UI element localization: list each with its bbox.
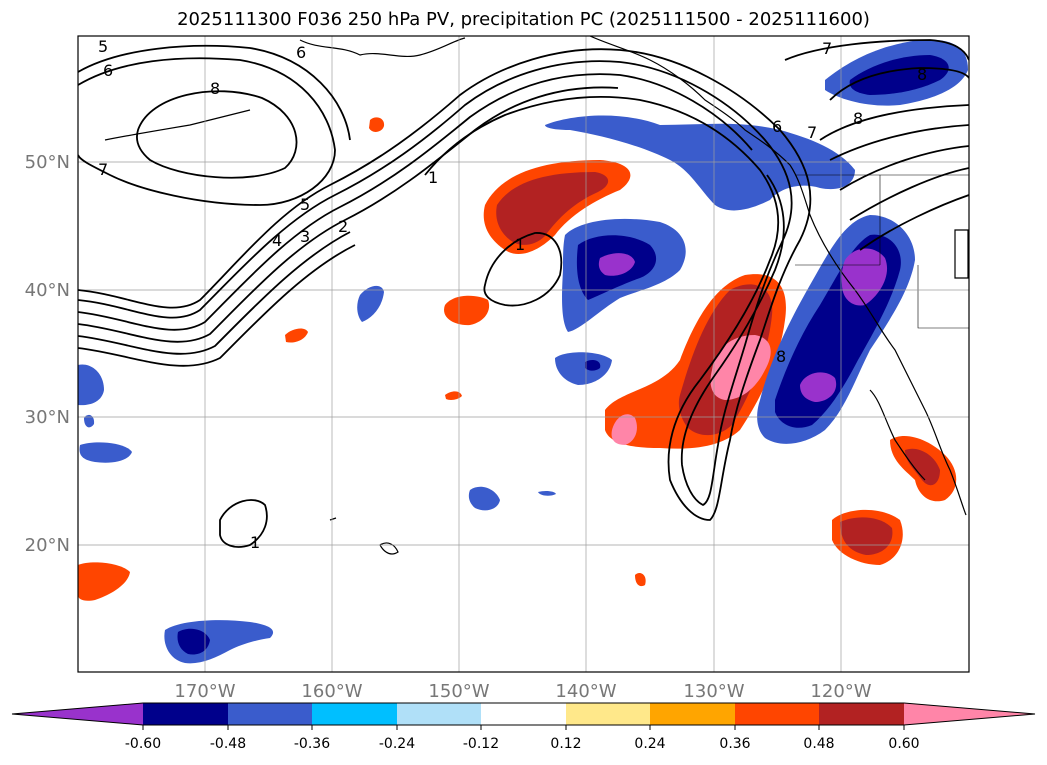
contour-label: 7 — [98, 160, 108, 179]
colorbar: -0.60 -0.48 -0.36 -0.24 -0.12 0.12 0.24 … — [11, 702, 1036, 752]
colorbar-segment — [819, 703, 904, 725]
lat-label: 40°N — [25, 280, 70, 301]
map-title: 2025111300 F036 250 hPa PV, precipitatio… — [177, 9, 870, 30]
colorbar-segment — [650, 703, 735, 725]
contour-label: 8 — [210, 79, 220, 98]
colorbar-tick-label: 0.24 — [634, 736, 665, 752]
colorbar-tick-label: 0.36 — [719, 736, 750, 752]
contour-label: 1 — [515, 235, 525, 254]
colorbar-extend-left — [12, 703, 143, 725]
colorbar-tick-label: -0.60 — [125, 736, 161, 752]
contour-label: 5 — [98, 37, 108, 56]
colorbar-tick-label: -0.12 — [463, 736, 499, 752]
contour-label: 5 — [300, 195, 310, 214]
colorbar-segment — [228, 703, 312, 725]
colorbar-segment — [735, 703, 819, 725]
colorbar-tick-label: -0.24 — [379, 736, 415, 752]
colorbar-tick-label: 0.48 — [803, 736, 834, 752]
contour-label: 7 — [822, 39, 832, 58]
contour-label: 7 — [807, 123, 817, 142]
pv-contours — [78, 39, 969, 548]
lat-label: 30°N — [25, 407, 70, 428]
colorbar-tick-label: -0.48 — [210, 736, 246, 752]
lon-label: 160°W — [301, 681, 362, 702]
precip-positive-shading — [78, 117, 957, 601]
lon-label: 120°W — [810, 681, 871, 702]
colorbar-segment — [312, 703, 397, 725]
longitude-labels: 170°W 160°W 150°W 140°W 130°W 120°W — [174, 681, 871, 702]
colorbar-extend-right — [904, 703, 1035, 725]
contour-label: 6 — [772, 117, 782, 136]
colorbar-segment — [397, 703, 481, 725]
lon-label: 150°W — [428, 681, 489, 702]
contour-label: 1 — [250, 533, 260, 552]
colorbar-segment — [566, 703, 650, 725]
lon-label: 130°W — [683, 681, 744, 702]
lat-label: 20°N — [25, 535, 70, 556]
latitude-labels: 50°N 40°N 30°N 20°N — [25, 152, 70, 556]
lon-label: 170°W — [174, 681, 235, 702]
contour-label: 6 — [296, 43, 306, 62]
contour-labels: 5 6 8 7 6 7 6 7 8 8 5 4 3 2 1 1 1 8 — [98, 37, 927, 552]
borders — [795, 174, 969, 329]
contour-label: 3 — [300, 227, 310, 246]
map-frame — [77, 35, 970, 673]
contour-label: 1 — [428, 168, 438, 187]
contour-label: 4 — [272, 231, 282, 250]
colorbar-tick-label: -0.36 — [294, 736, 330, 752]
lat-label: 50°N — [25, 152, 70, 173]
gridlines — [78, 36, 969, 672]
contour-label: 2 — [338, 217, 348, 236]
contour-label: 8 — [853, 109, 863, 128]
colorbar-segment — [481, 703, 566, 725]
coastlines — [104, 36, 969, 555]
contour-label: 6 — [103, 61, 113, 80]
colorbar-segment — [143, 703, 228, 725]
contour-label: 8 — [917, 65, 927, 84]
lon-label: 140°W — [555, 681, 616, 702]
colorbar-tick-label: 0.12 — [550, 736, 581, 752]
precip-negative-shading — [78, 39, 968, 664]
contour-label: 8 — [776, 347, 786, 366]
colorbar-tick-label: 0.60 — [888, 736, 919, 752]
